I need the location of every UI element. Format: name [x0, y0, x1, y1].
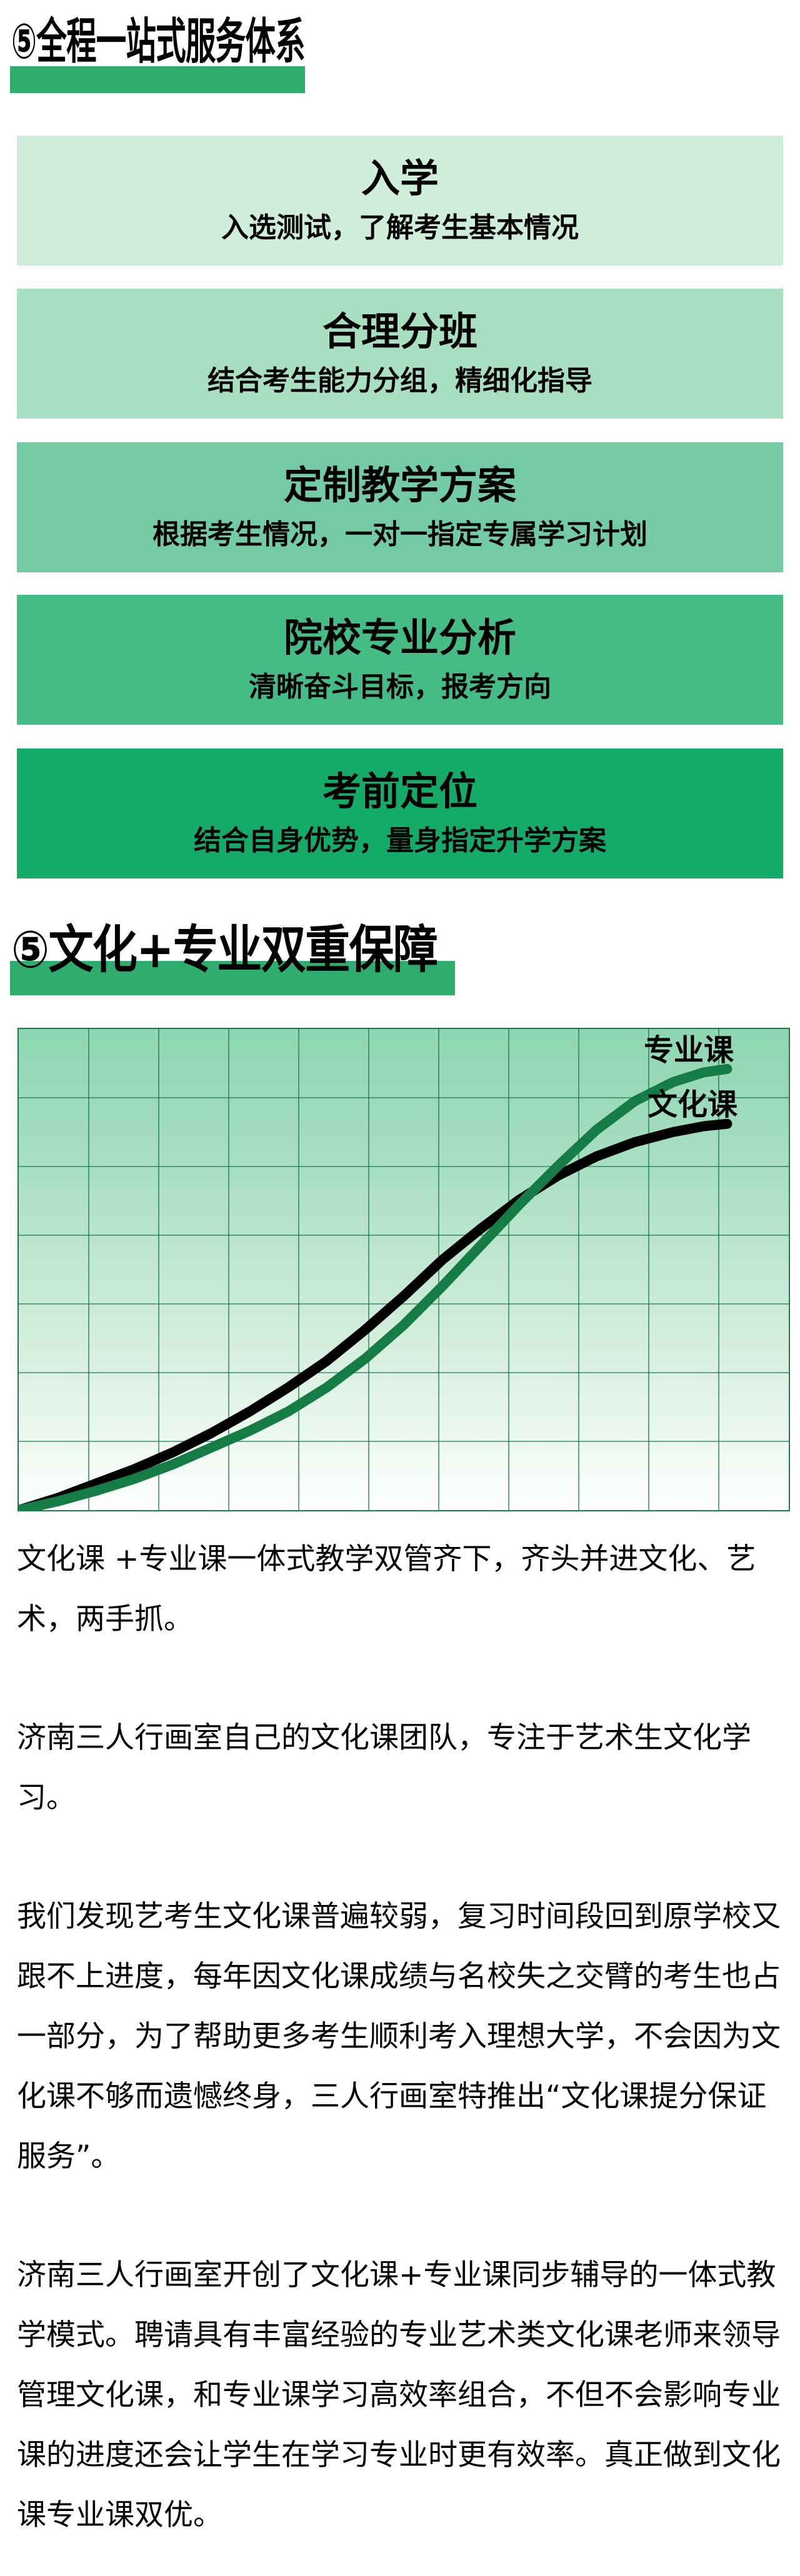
step-subtitle: 清晰奋斗目标，报考方向	[249, 671, 551, 703]
step-box-school-major-analysis: 院校专业分析 清晰奋斗目标，报考方向	[17, 595, 783, 725]
step-title: 定制教学方案	[283, 462, 516, 508]
paragraph-problem-and-service: 我们发现艺考生文化课普遍较弱，复习时间段回到原学校又跟不上进度，每年因文化课成绩…	[17, 1899, 781, 2174]
step-box-enrollment: 入学 入选测试，了解考生基本情况	[17, 136, 783, 266]
step-title: 合理分班	[322, 309, 478, 354]
paragraph-own-culture-team: 济南三人行画室自己的文化课团队，专注于艺术生文化学习。	[17, 1721, 751, 1815]
step-subtitle: 结合考生能力分组，精细化指导	[208, 365, 592, 397]
heading1-service-system: ⑤全程一站式服务体系	[11, 14, 306, 70]
curve-label-culture-course: 文化课	[648, 1087, 738, 1122]
step-title: 院校专业分析	[283, 615, 516, 660]
chart-grid-and-curves	[19, 1029, 789, 1510]
paragraph-dual-teaching: 文化课 +专业课一体式教学双管齐下，齐头并进文化、艺术，两手抓。	[17, 1542, 756, 1636]
body-copy: 文化课 +专业课一体式教学双管齐下，齐头并进文化、艺术，两手抓。 济南三人行画室…	[17, 1529, 786, 2576]
curve-label-professional-course: 专业课	[644, 1033, 734, 1068]
step-subtitle: 根据考生情况，一对一指定专属学习计划	[152, 519, 648, 550]
heading1-highlight-bar	[10, 66, 305, 93]
heading2-dual-guarantee: ⑤文化+专业双重保障	[11, 920, 438, 980]
step-subtitle: 结合自身优势，量身指定升学方案	[194, 825, 606, 857]
step-box-custom-teaching-plan: 定制教学方案 根据考生情况，一对一指定专属学习计划	[17, 442, 783, 572]
step-subtitle: 入选测试，了解考生基本情况	[221, 212, 579, 244]
step-box-pre-exam-positioning: 考前定位 结合自身优势，量身指定升学方案	[17, 748, 783, 878]
step-box-class-placement: 合理分班 结合考生能力分组，精细化指导	[17, 289, 783, 419]
step-title: 入学	[361, 156, 439, 201]
step-title: 考前定位	[322, 768, 478, 814]
paragraph-integrated-model: 济南三人行画室开创了文化课+专业课同步辅导的一体式教学模式。聘请具有丰富经验的专…	[17, 2258, 781, 2532]
heading2-highlight-bar	[10, 961, 455, 995]
progress-curves-chart: 专业课 文化课	[18, 1028, 790, 1511]
